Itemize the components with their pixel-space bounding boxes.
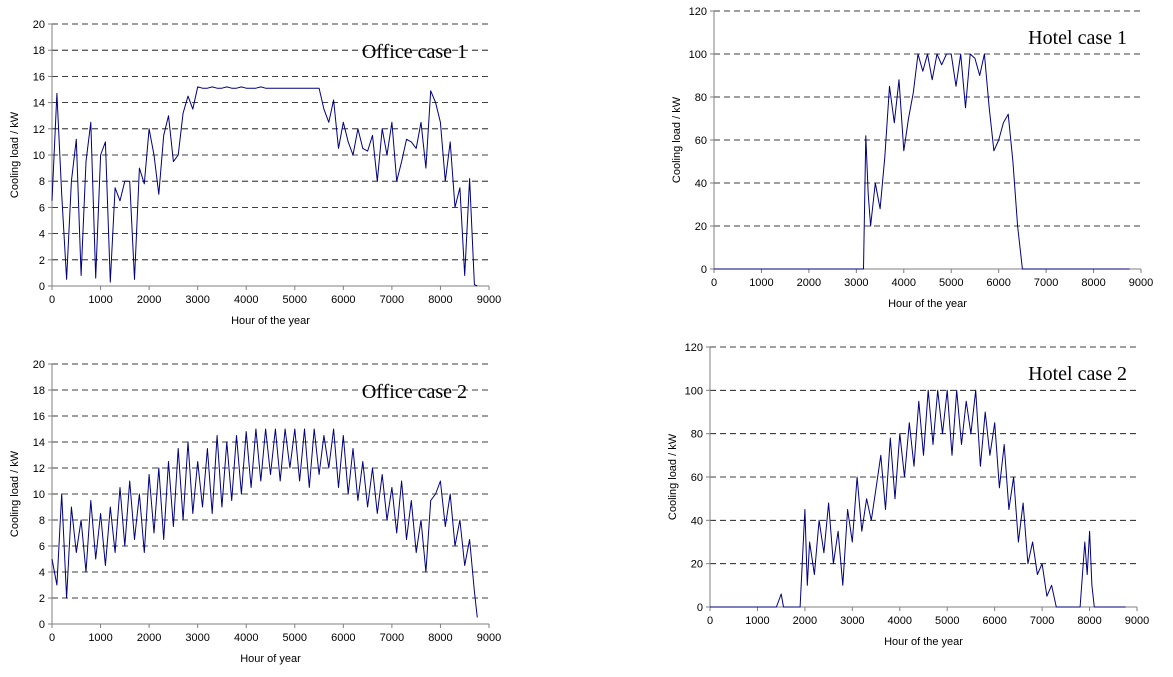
x-tick-label: 3000 <box>185 294 209 306</box>
x-tick-label: 8000 <box>428 632 452 644</box>
x-tick-label: 7000 <box>380 632 404 644</box>
y-tick-label: 18 <box>33 45 45 57</box>
x-tick-label: 9000 <box>1129 277 1153 289</box>
y-tick-label: 6 <box>39 202 45 214</box>
y-tick-label: 60 <box>691 472 703 484</box>
y-tick-label: 12 <box>33 124 45 136</box>
y-tick-label: 12 <box>33 463 45 475</box>
y-tick-label: 8 <box>39 515 45 527</box>
y-tick-label: 14 <box>33 98 45 110</box>
y-tick-label: 6 <box>39 541 45 553</box>
y-tick-label: 8 <box>39 176 45 188</box>
x-tick-label: 6000 <box>982 615 1006 627</box>
x-tick-label: 9000 <box>477 632 501 644</box>
series-line-office-case-1 <box>51 86 478 287</box>
y-tick-label: 80 <box>691 429 703 441</box>
panel-title: Office case 2 <box>362 381 467 403</box>
y-tick-label: 4 <box>39 229 45 241</box>
y-axis-title: Cooling load / kW <box>9 111 21 198</box>
x-axis-title: Hour of the year <box>231 315 310 327</box>
x-tick-label: 2000 <box>137 632 161 644</box>
x-tick-label: 0 <box>707 615 713 627</box>
y-tick-label: 10 <box>33 489 45 501</box>
x-axis-title: Hour of the year <box>884 636 963 648</box>
x-tick-label: 4000 <box>234 632 258 644</box>
series-line-hotel-case-2 <box>710 389 1126 608</box>
y-tick-label: 20 <box>33 19 45 31</box>
panel-title: Hotel case 2 <box>1028 363 1127 385</box>
x-tick-label: 1000 <box>88 632 112 644</box>
y-tick-label: 0 <box>39 281 45 293</box>
x-tick-label: 1000 <box>88 294 112 306</box>
y-tick-label: 20 <box>691 559 703 571</box>
y-axis-title: Cooling load / kW <box>9 450 21 537</box>
y-tick-label: 10 <box>33 150 45 162</box>
x-tick-label: 0 <box>49 632 55 644</box>
y-tick-label: 120 <box>689 6 707 18</box>
y-tick-label: 120 <box>685 342 703 354</box>
x-tick-label: 2000 <box>137 294 161 306</box>
y-tick-label: 80 <box>695 92 707 104</box>
x-tick-label: 7000 <box>1030 615 1054 627</box>
x-axis-title: Hour of the year <box>888 298 967 310</box>
x-tick-label: 5000 <box>935 615 959 627</box>
x-tick-label: 5000 <box>283 294 307 306</box>
chart-panel-hotel-case-1: 0 20 40 60 80 100 120 0 1000 2000 3000 4000 5000 6000… <box>671 6 1153 310</box>
y-tick-label: 18 <box>33 385 45 397</box>
x-tick-label: 4000 <box>234 294 258 306</box>
x-tick-label: 3000 <box>844 277 868 289</box>
x-tick-label: 7000 <box>1034 277 1058 289</box>
series-line-office-case-2 <box>51 428 478 618</box>
x-tick-label: 3000 <box>840 615 864 627</box>
chart-panel-office-case-2: 0 2 4 6 8 10 12 14 16 18 20 0 1000 2000 3000 4000 5000 60… <box>9 359 501 665</box>
y-tick-label: 0 <box>697 602 703 614</box>
x-tick-label: 0 <box>49 294 55 306</box>
x-tick-label: 8000 <box>428 294 452 306</box>
y-tick-label: 14 <box>33 437 45 449</box>
panel-title: Office case 1 <box>362 41 467 63</box>
x-tick-label: 6000 <box>331 294 355 306</box>
y-tick-label: 2 <box>39 593 45 605</box>
y-tick-label: 100 <box>689 49 707 61</box>
y-tick-label: 4 <box>39 567 45 579</box>
y-tick-label: 0 <box>39 619 45 631</box>
x-tick-label: 5000 <box>939 277 963 289</box>
x-tick-label: 8000 <box>1077 615 1101 627</box>
series-line-hotel-case-1 <box>714 53 1130 270</box>
x-tick-label: 2000 <box>793 615 817 627</box>
y-tick-label: 100 <box>685 385 703 397</box>
y-tick-label: 16 <box>33 411 45 423</box>
y-tick-label: 0 <box>701 264 707 276</box>
x-tick-label: 2000 <box>797 277 821 289</box>
x-tick-label: 6000 <box>986 277 1010 289</box>
y-axis-title: Cooling load / kW <box>671 96 683 183</box>
x-tick-label: 8000 <box>1081 277 1105 289</box>
chart-panel-hotel-case-2: 0 20 40 60 80 100 120 0 1000 2000 3000 4000 5000 6000… <box>667 342 1149 648</box>
x-tick-label: 4000 <box>892 277 916 289</box>
y-tick-label: 40 <box>695 178 707 190</box>
x-tick-label: 9000 <box>477 294 501 306</box>
x-tick-label: 7000 <box>380 294 404 306</box>
x-tick-label: 9000 <box>1125 615 1149 627</box>
y-tick-label: 16 <box>33 71 45 83</box>
x-axis-title: Hour of year <box>240 653 301 665</box>
x-tick-label: 6000 <box>331 632 355 644</box>
y-tick-label: 2 <box>39 255 45 267</box>
y-tick-label: 20 <box>33 359 45 371</box>
y-tick-label: 40 <box>691 515 703 527</box>
panel-title: Hotel case 1 <box>1028 27 1127 49</box>
chart-panel-office-case-1: 0 2 4 6 8 10 12 14 16 18 20 0 1000 2000 3000 4000 5000 60… <box>9 19 501 327</box>
x-tick-label: 4000 <box>888 615 912 627</box>
x-tick-label: 3000 <box>185 632 209 644</box>
y-tick-label: 60 <box>695 135 707 147</box>
x-tick-label: 1000 <box>745 615 769 627</box>
x-tick-label: 0 <box>711 277 717 289</box>
y-tick-label: 20 <box>695 221 707 233</box>
y-axis-title: Cooling load / kW <box>667 433 679 520</box>
x-tick-label: 1000 <box>749 277 773 289</box>
x-tick-label: 5000 <box>283 632 307 644</box>
